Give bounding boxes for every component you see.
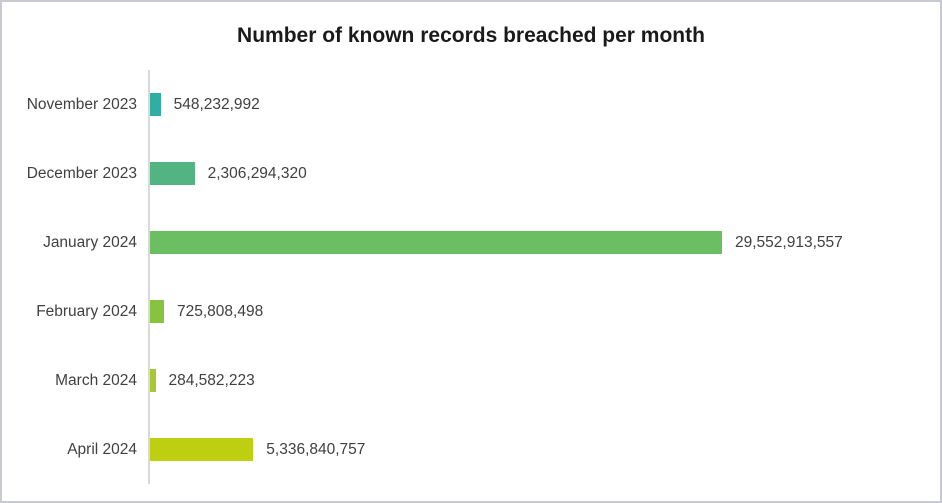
value-label: 29,552,913,557 (735, 233, 843, 251)
value-label: 2,306,294,320 (207, 164, 307, 182)
value-label: 548,232,992 (173, 95, 260, 113)
bar[interactable] (150, 369, 156, 392)
bar-row: November 2023 548,232,992 (2, 70, 940, 139)
category-label: April 2024 (67, 440, 137, 458)
category-label: February 2024 (36, 302, 137, 320)
bar-zone: 2,306,294,320 (150, 162, 307, 185)
bar-zone: 29,552,913,557 (150, 231, 843, 254)
category-label: December 2023 (26, 164, 137, 182)
y-axis-line (148, 70, 150, 484)
bar-rows: November 2023 548,232,992 December 2023 2,3… (2, 70, 940, 484)
bar-zone: 725,808,498 (150, 300, 263, 323)
bar[interactable] (150, 231, 722, 254)
value-label: 5,336,840,757 (266, 440, 366, 458)
bar-zone: 548,232,992 (150, 93, 260, 116)
bar-row: February 2024 725,808,498 (2, 277, 940, 346)
category-label: November 2023 (26, 95, 137, 113)
value-label: 284,582,223 (168, 371, 255, 389)
bar-row: January 2024 29,552,913,557 (2, 208, 940, 277)
bar-zone: 5,336,840,757 (150, 438, 365, 461)
chart-title: Number of known records breached per mon… (237, 24, 705, 47)
category-label: March 2024 (55, 371, 137, 389)
bar-row: December 2023 2,306,294,320 (2, 139, 940, 208)
bar-row: April 2024 5,336,840,757 (2, 415, 940, 484)
plot-area: November 2023 548,232,992 December 2023 2,3… (2, 70, 940, 486)
bar[interactable] (150, 162, 195, 185)
bar-zone: 284,582,223 (150, 369, 255, 392)
bar[interactable] (150, 300, 164, 323)
bar[interactable] (150, 93, 161, 116)
value-label: 725,808,498 (177, 302, 264, 320)
bar-row: March 2024 284,582,223 (2, 346, 940, 415)
bar[interactable] (150, 438, 254, 461)
category-label: January 2024 (43, 233, 137, 251)
